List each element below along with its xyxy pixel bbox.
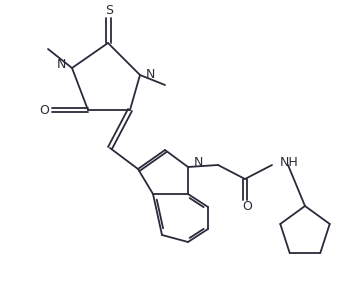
Text: N: N xyxy=(146,67,155,80)
Text: S: S xyxy=(105,4,113,17)
Text: NH: NH xyxy=(280,157,299,170)
Text: N: N xyxy=(194,157,203,170)
Text: N: N xyxy=(57,59,66,72)
Text: O: O xyxy=(39,103,49,116)
Text: O: O xyxy=(242,200,252,214)
